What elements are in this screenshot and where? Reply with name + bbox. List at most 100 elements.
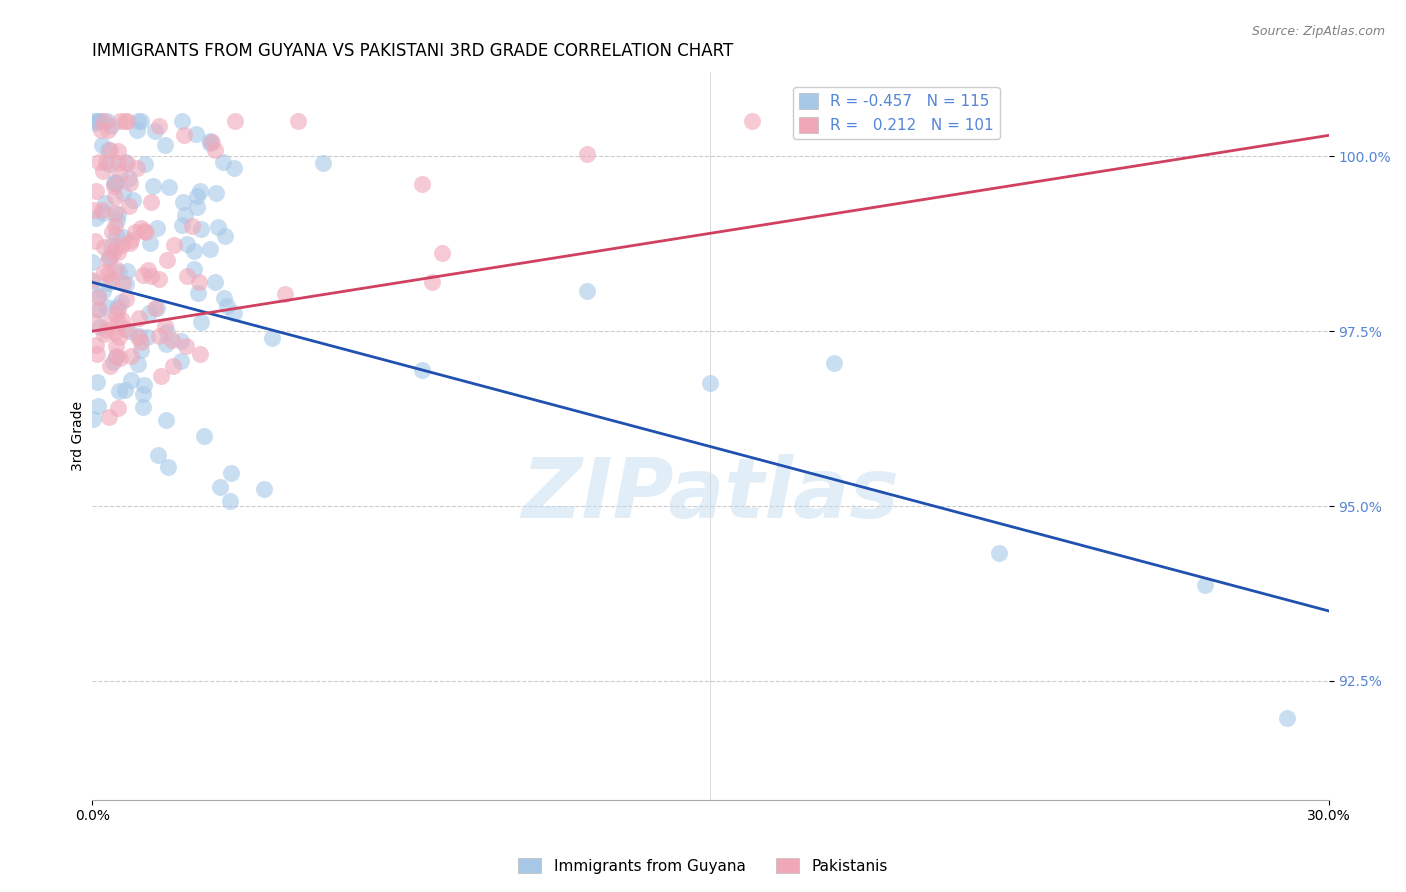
- Point: [107, 144, 129, 158]
- Point: [97, 143, 120, 157]
- Point: [138, 263, 160, 277]
- Point: [117, 156, 139, 170]
- Point: [156, 325, 179, 339]
- Point: [214, 229, 236, 244]
- Point: [104, 261, 127, 276]
- Point: [127, 161, 149, 175]
- Point: [411, 363, 433, 377]
- Point: [83, 203, 105, 218]
- Point: [190, 222, 212, 236]
- Point: [98, 316, 121, 330]
- Point: [180, 219, 202, 233]
- Point: [1277, 711, 1299, 725]
- Point: [100, 359, 122, 374]
- Point: [112, 186, 135, 201]
- Point: [170, 218, 193, 232]
- Point: [111, 238, 134, 252]
- Point: [172, 194, 194, 209]
- Point: [204, 275, 226, 289]
- Point: [905, 114, 928, 128]
- Point: [198, 134, 221, 148]
- Point: [111, 312, 134, 326]
- Point: [127, 123, 149, 137]
- Point: [987, 546, 1010, 560]
- Point: [163, 238, 186, 252]
- Point: [84, 211, 107, 225]
- Point: [207, 220, 229, 235]
- Point: [83, 114, 105, 128]
- Point: [129, 343, 152, 357]
- Point: [111, 276, 134, 290]
- Point: [122, 194, 145, 208]
- Point: [253, 483, 276, 497]
- Y-axis label: 3rd Grade: 3rd Grade: [72, 401, 86, 471]
- Point: [148, 328, 170, 343]
- Point: [105, 176, 128, 190]
- Point: [97, 250, 120, 264]
- Point: [187, 286, 209, 301]
- Point: [575, 147, 598, 161]
- Point: [127, 114, 149, 128]
- Point: [157, 179, 180, 194]
- Point: [699, 376, 721, 390]
- Point: [91, 164, 114, 178]
- Point: [114, 154, 136, 169]
- Point: [87, 114, 110, 128]
- Point: [87, 302, 110, 317]
- Point: [108, 114, 131, 128]
- Point: [108, 351, 131, 366]
- Point: [101, 354, 124, 368]
- Point: [193, 428, 215, 442]
- Point: [274, 286, 297, 301]
- Point: [108, 166, 131, 180]
- Legend: Immigrants from Guyana, Pakistanis: Immigrants from Guyana, Pakistanis: [512, 852, 894, 880]
- Point: [97, 252, 120, 267]
- Point: [114, 383, 136, 397]
- Point: [134, 377, 156, 392]
- Point: [84, 235, 107, 249]
- Point: [90, 122, 112, 136]
- Point: [148, 448, 170, 462]
- Point: [155, 318, 177, 333]
- Point: [94, 155, 117, 169]
- Point: [104, 339, 127, 353]
- Point: [173, 208, 195, 222]
- Point: [208, 480, 231, 494]
- Point: [101, 225, 124, 239]
- Point: [82, 274, 104, 288]
- Point: [215, 299, 238, 313]
- Point: [100, 250, 122, 264]
- Point: [105, 213, 128, 227]
- Point: [148, 119, 170, 133]
- Point: [93, 327, 115, 342]
- Point: [129, 114, 152, 128]
- Point: [105, 239, 128, 253]
- Legend: R = -0.457   N = 115, R =   0.212   N = 101: R = -0.457 N = 115, R = 0.212 N = 101: [793, 87, 1000, 139]
- Point: [132, 386, 155, 401]
- Point: [312, 156, 335, 170]
- Point: [287, 114, 309, 128]
- Point: [118, 199, 141, 213]
- Point: [127, 329, 149, 343]
- Point: [183, 244, 205, 258]
- Point: [219, 466, 242, 480]
- Point: [187, 275, 209, 289]
- Point: [143, 301, 166, 316]
- Point: [124, 225, 146, 239]
- Point: [198, 242, 221, 256]
- Point: [104, 307, 127, 321]
- Point: [138, 235, 160, 250]
- Point: [200, 136, 222, 151]
- Point: [128, 329, 150, 343]
- Point: [112, 230, 135, 244]
- Point: [103, 179, 125, 194]
- Point: [104, 349, 127, 363]
- Point: [82, 273, 104, 287]
- Point: [82, 255, 104, 269]
- Point: [89, 114, 111, 128]
- Point: [170, 353, 193, 368]
- Point: [155, 413, 177, 427]
- Point: [128, 311, 150, 326]
- Point: [262, 331, 284, 345]
- Point: [107, 315, 129, 329]
